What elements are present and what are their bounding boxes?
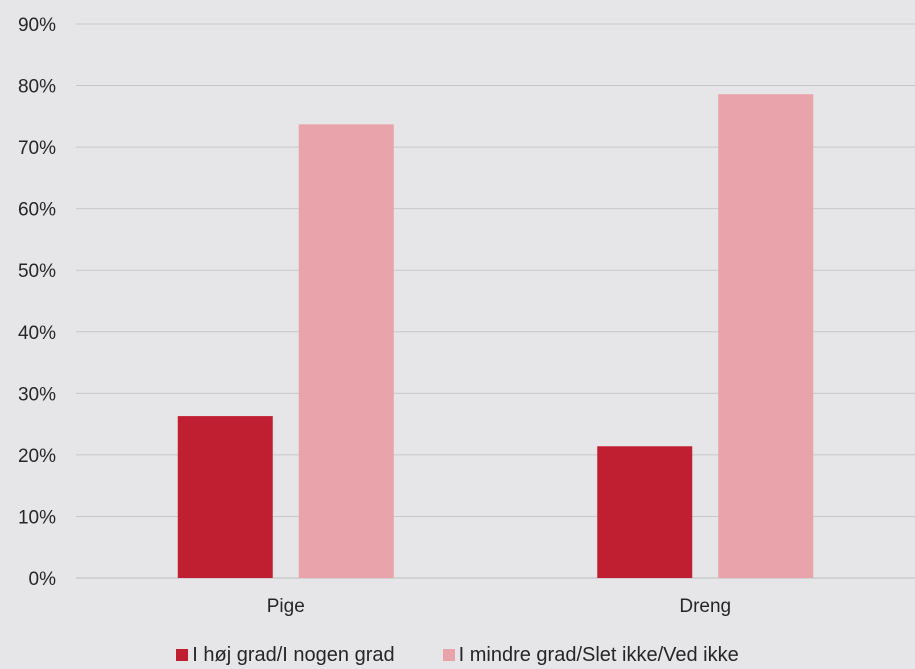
legend-label-high: I høj grad/I nogen grad: [192, 643, 395, 666]
y-tick-label: 90%: [18, 15, 56, 36]
y-tick-label: 20%: [18, 446, 56, 467]
y-tick-label: 70%: [18, 138, 56, 159]
legend-label-low: I mindre grad/Slet ikke/Ved ikke: [458, 643, 739, 666]
y-tick-label: 30%: [18, 384, 56, 405]
y-tick-label: 60%: [18, 200, 56, 221]
y-tick-label: 0%: [29, 569, 57, 590]
y-tick-label: 50%: [18, 261, 56, 282]
x-category-label: Dreng: [679, 596, 731, 617]
legend-item-high: I høj grad/I nogen grad: [176, 643, 395, 667]
bar: [718, 94, 814, 578]
y-tick-label: 40%: [18, 323, 56, 344]
y-tick-label: 10%: [18, 507, 56, 528]
bar: [298, 124, 394, 578]
bar: [597, 446, 693, 578]
legend-swatch-low: [442, 649, 455, 661]
y-tick-label: 80%: [18, 77, 56, 98]
x-category-label: Pige: [267, 596, 305, 617]
legend: I høj grad/I nogen grad I mindre grad/Sl…: [0, 642, 915, 668]
bar: [177, 416, 273, 578]
legend-item-low: I mindre grad/Slet ikke/Ved ikke: [442, 643, 739, 667]
legend-swatch-high: [176, 649, 189, 661]
